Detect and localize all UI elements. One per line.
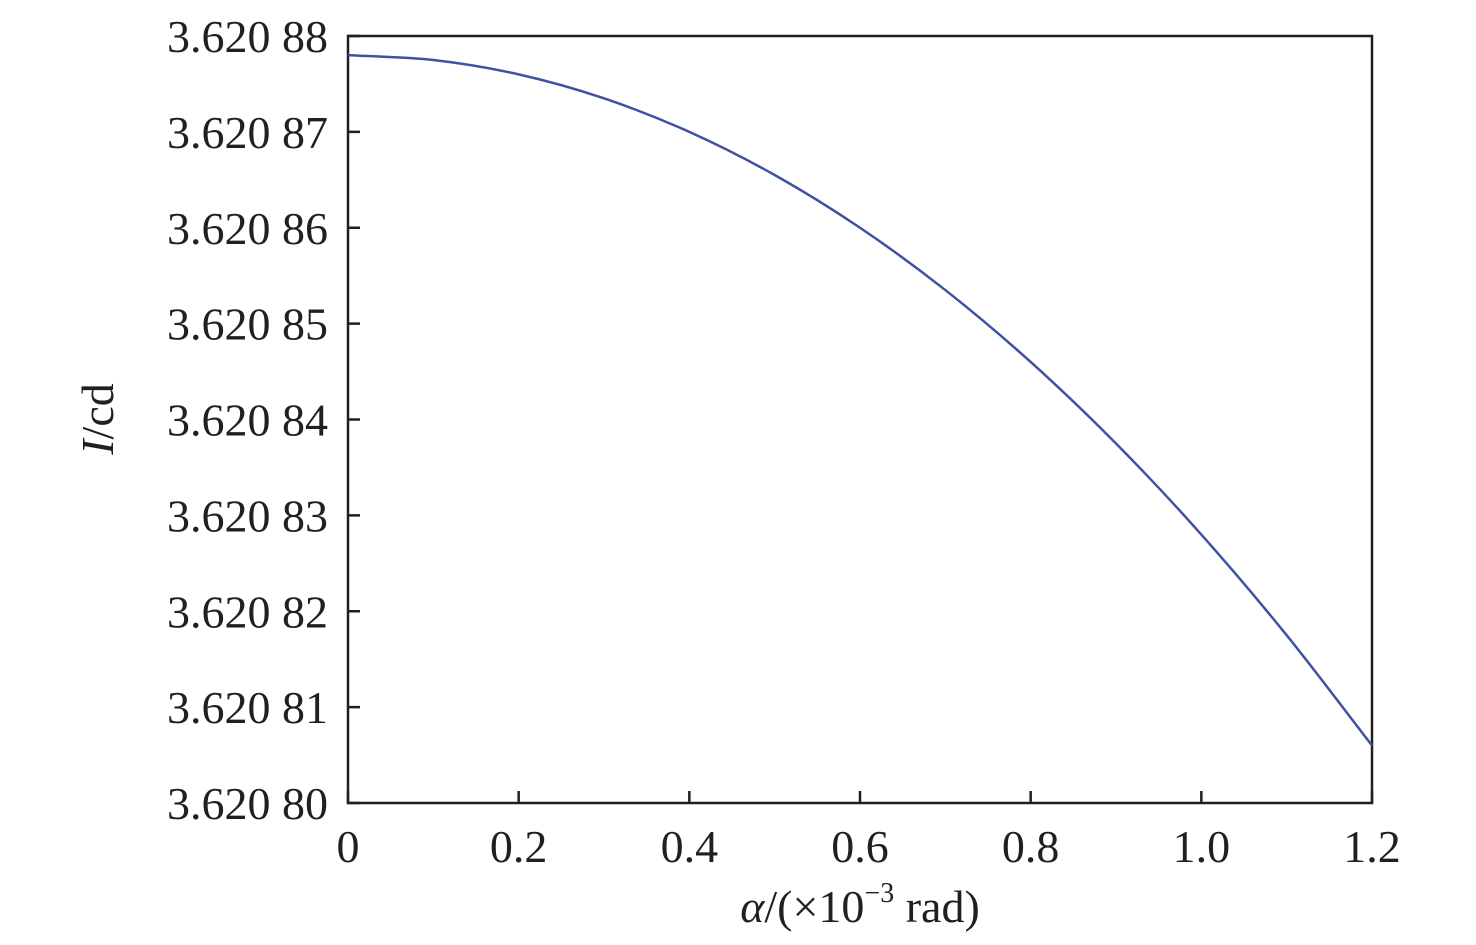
x-tick-label: 0.4 <box>661 821 719 872</box>
series-line <box>347 53 1373 747</box>
x-axis-title-symbol: α <box>740 881 765 932</box>
y-tick-label: 3.620 85 <box>167 299 328 350</box>
x-tick-label: 1.2 <box>1343 821 1401 872</box>
plot-frame <box>346 34 1374 805</box>
y-tick-label: 3.620 80 <box>167 778 328 829</box>
x-tick-label: 0.6 <box>831 821 889 872</box>
x-tick-label: 1.0 <box>1173 821 1231 872</box>
y-tick-label: 3.620 86 <box>167 203 328 254</box>
y-tick-label: 3.620 83 <box>167 490 328 541</box>
x-tick-label: 0 <box>337 821 360 872</box>
x-axis-ticks: 0 0.2 0.4 0.6 0.8 1.0 1.2 <box>337 791 1401 872</box>
x-tick-label: 0.2 <box>490 821 548 872</box>
y-axis-title-unit: /cd <box>72 383 123 439</box>
y-tick-label: 3.620 88 <box>167 11 328 62</box>
y-tick-label: 3.620 87 <box>167 107 328 158</box>
x-axis-title: α/(×10−3 rad) <box>740 878 980 932</box>
x-axis-title-unit: /(×10 <box>764 881 864 932</box>
y-tick-label: 3.620 82 <box>167 586 328 637</box>
x-axis-title-exponent: −3 <box>864 878 894 909</box>
y-tick-label: 3.620 81 <box>167 682 328 733</box>
y-axis-ticks: 3.620 80 3.620 81 3.620 82 3.620 83 3.620 84… <box>167 11 360 829</box>
x-axis-title-tail: rad) <box>894 881 980 932</box>
x-tick-label: 0.8 <box>1002 821 1060 872</box>
y-axis-title: I/cd <box>72 383 123 456</box>
y-axis-title-symbol: I <box>72 437 123 456</box>
y-tick-label: 3.620 84 <box>167 395 328 446</box>
series-layer <box>347 53 1373 747</box>
